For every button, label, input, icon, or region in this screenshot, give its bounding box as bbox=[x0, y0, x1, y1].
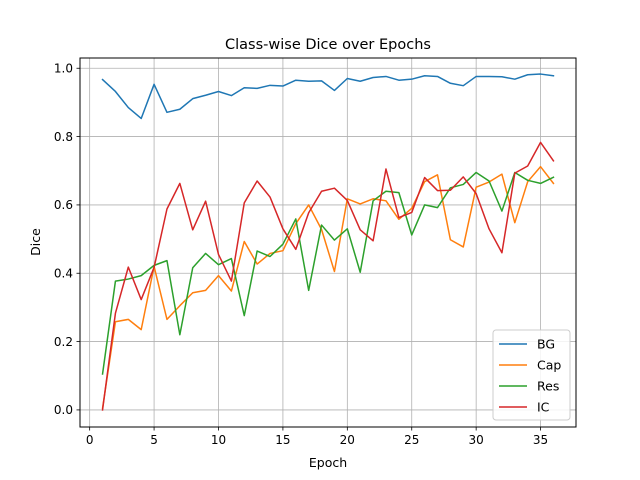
chart-title: Class-wise Dice over Epochs bbox=[225, 37, 431, 53]
series-line-cap bbox=[101, 165, 555, 410]
plot-frame bbox=[79, 57, 577, 428]
x-tick-label: 10 bbox=[211, 433, 226, 447]
x-tick-label: 25 bbox=[404, 433, 419, 447]
x-tick-label: 15 bbox=[275, 433, 290, 447]
x-tick-label: 30 bbox=[469, 433, 484, 447]
series-lines bbox=[101, 73, 555, 411]
legend-box bbox=[492, 329, 571, 421]
legend-label-ic: IC bbox=[537, 400, 550, 415]
y-tick-label: 0.2 bbox=[54, 335, 73, 349]
legend-label-res: Res bbox=[537, 379, 559, 394]
x-tick-label: 35 bbox=[533, 433, 548, 447]
legend-label-cap: Cap bbox=[537, 358, 561, 373]
y-axis-ticks: 0.0 0.2 0.4 0.6 0.8 1.0 bbox=[54, 62, 80, 417]
x-tick-label: 5 bbox=[150, 433, 158, 447]
x-tick-label: 0 bbox=[86, 433, 94, 447]
x-axis-label: Epoch bbox=[309, 455, 347, 470]
legend: BG Cap Res IC bbox=[492, 329, 571, 421]
y-tick-label: 0.0 bbox=[54, 403, 73, 417]
y-tick-label: 0.8 bbox=[54, 130, 73, 144]
x-tick-label: 20 bbox=[340, 433, 355, 447]
y-axis-label: Dice bbox=[28, 228, 43, 256]
legend-label-bg: BG bbox=[537, 337, 555, 352]
series-line-bg bbox=[101, 73, 555, 120]
y-tick-label: 1.0 bbox=[54, 62, 73, 76]
legend-items: BG Cap Res IC bbox=[499, 337, 561, 415]
y-tick-label: 0.6 bbox=[54, 198, 73, 212]
x-axis-ticks: 0 5 10 15 20 25 30 35 bbox=[86, 427, 548, 447]
series-line-res bbox=[101, 171, 555, 375]
series-line-ic bbox=[101, 141, 555, 411]
y-tick-label: 0.4 bbox=[54, 267, 73, 281]
